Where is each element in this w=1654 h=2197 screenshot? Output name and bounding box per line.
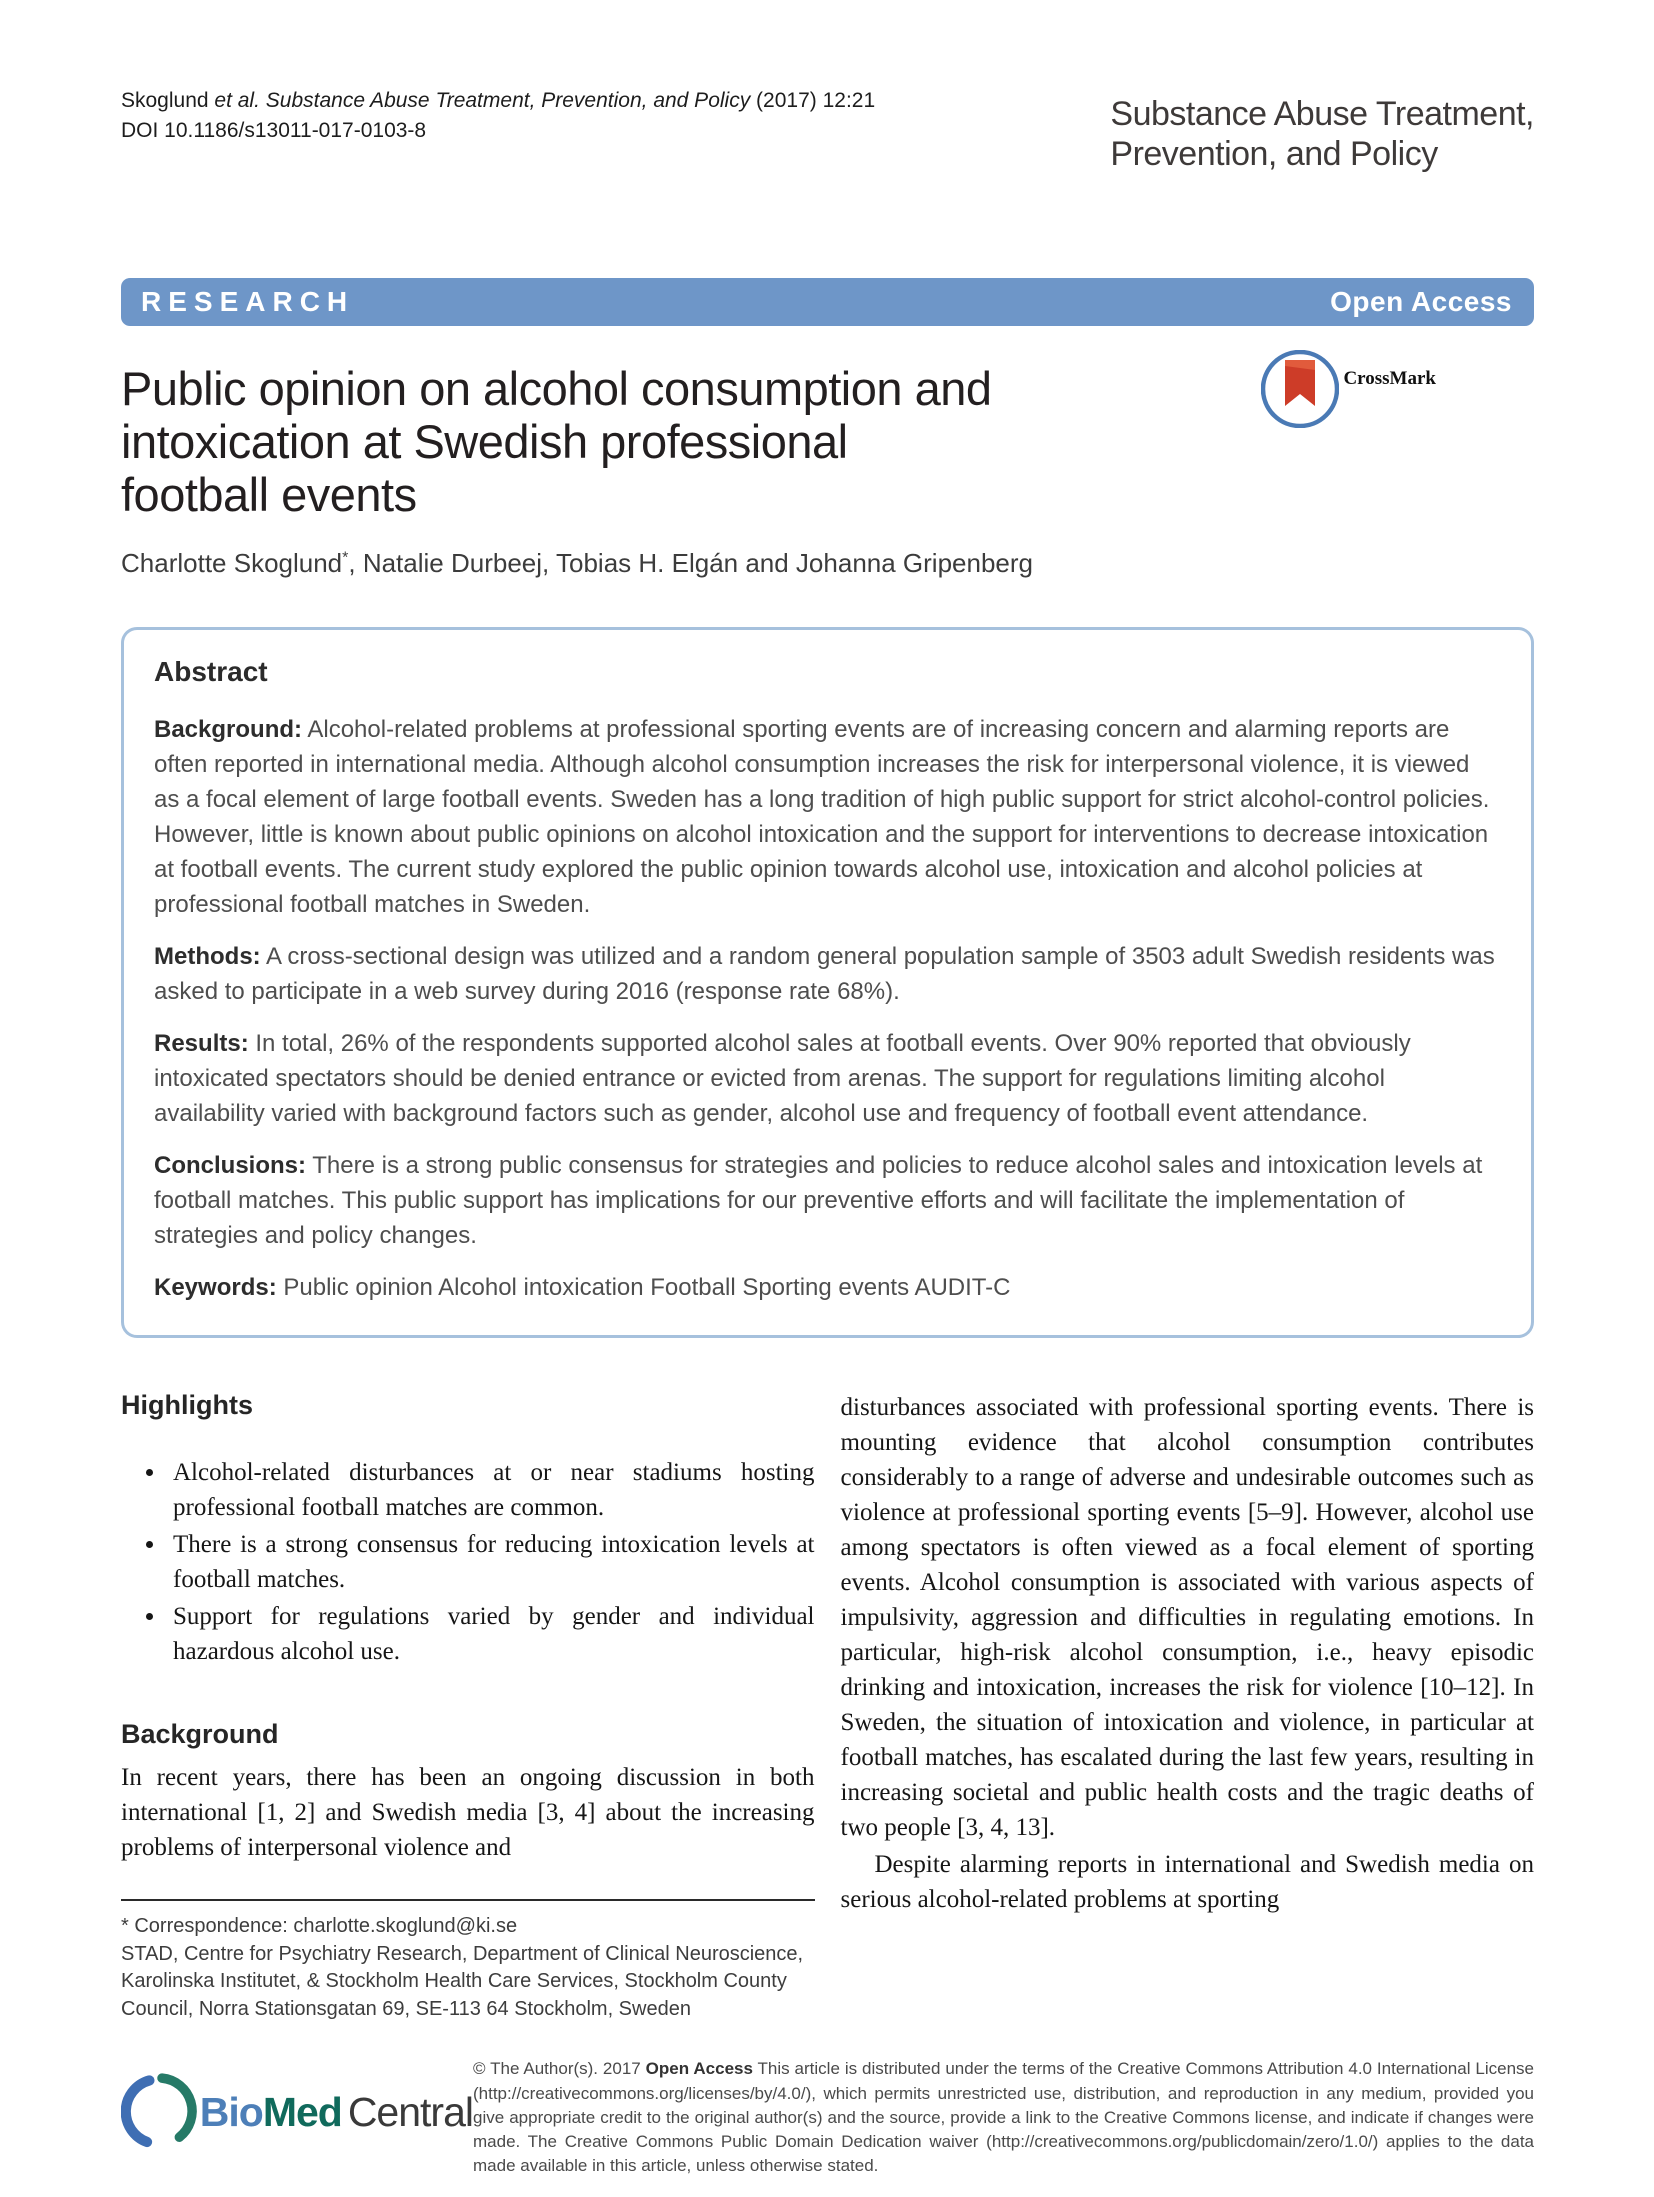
- citation-author: Skoglund: [121, 89, 215, 112]
- journal-name: Substance Abuse Treatment, Prevention, a…: [1110, 94, 1534, 174]
- abstract-keywords-text: Public opinion Alcohol intoxication Foot…: [276, 1273, 1011, 1301]
- left-column: Highlights Alcohol-related disturbances …: [121, 1390, 815, 2023]
- citation-journal: et al. Substance Abuse Treatment, Preven…: [214, 89, 751, 112]
- abstract-methods-text: A cross-sectional design was utilized an…: [154, 942, 1495, 1005]
- article-type-banner: RESEARCH Open Access: [121, 278, 1534, 327]
- doi-line: DOI 10.1186/s13011-017-0103-8: [121, 119, 427, 143]
- highlight-item: Support for regulations varied by gender…: [167, 1599, 815, 1669]
- title-line-1: Public opinion on alcohol consumption an…: [121, 362, 992, 416]
- license-open-access: Open Access: [645, 2059, 753, 2079]
- publisher-row: BioMed Central © The Author(s). 2017 Open…: [121, 2053, 1534, 2178]
- highlight-item: Alcohol-related disturbances at or near …: [167, 1455, 815, 1525]
- correspondence-line: * Correspondence: charlotte.skoglund@ki.…: [121, 1915, 518, 1938]
- authors-line: Charlotte Skoglund*, Natalie Durbeej, To…: [121, 548, 1534, 579]
- citation-issue: (2017) 12:21: [750, 89, 876, 112]
- footnote-block: * Correspondence: charlotte.skoglund@ki.…: [121, 1899, 815, 2023]
- abstract-results-label: Results:: [154, 1029, 249, 1057]
- background-paragraph: In recent years, there has been an ongoi…: [121, 1764, 815, 1862]
- biomed-central-circle-icon: [121, 2073, 197, 2148]
- affiliation-line: STAD, Centre for Psychiatry Research, De…: [121, 1942, 804, 2020]
- crossmark-label: CrossMark: [1343, 368, 1436, 390]
- page-header: Skoglund et al. Substance Abuse Treatmen…: [121, 86, 1534, 174]
- authors-rest: , Natalie Durbeej, Tobias H. Elgán and J…: [348, 547, 1033, 578]
- logo-central: Central: [347, 2088, 474, 2135]
- abstract-results-text: In total, 26% of the respondents support…: [154, 1029, 1411, 1127]
- abstract-methods-label: Methods:: [154, 942, 261, 970]
- logo-bio: Bio: [199, 2088, 264, 2135]
- abstract-conclusions-text: There is a strong public consensus for s…: [154, 1151, 1483, 1249]
- abstract-heading: Abstract: [154, 655, 268, 687]
- body-columns: Highlights Alcohol-related disturbances …: [121, 1390, 1534, 2023]
- right-column: disturbances associated with professiona…: [841, 1390, 1535, 2023]
- abstract-conclusions: Conclusions: There is a strong public co…: [154, 1148, 1497, 1253]
- title-block: Public opinion on alcohol consumption an…: [121, 350, 1534, 521]
- abstract-background-label: Background:: [154, 715, 303, 743]
- open-access-label: Open Access: [1330, 286, 1512, 318]
- biomed-central-wordmark: BioMed Central: [199, 2088, 474, 2136]
- highlights-heading: Highlights: [121, 1390, 253, 1421]
- abstract-background: Background: Alcohol-related problems at …: [154, 712, 1497, 922]
- abstract-box: Abstract Background: Alcohol-related pro…: [121, 626, 1534, 1339]
- body-paragraph-2: Despite alarming reports in internationa…: [840, 1851, 1535, 1914]
- title-line-2: intoxication at Swedish professional: [121, 415, 848, 469]
- abstract-conclusions-label: Conclusions:: [154, 1151, 307, 1179]
- license-text: This article is distributed under the te…: [473, 2059, 1534, 2175]
- background-heading: Background: [121, 1719, 279, 1750]
- logo-med: Med: [262, 2088, 343, 2135]
- abstract-background-text: Alcohol-related problems at professional…: [154, 715, 1490, 918]
- crossmark-badge[interactable]: CrossMark: [1261, 350, 1436, 429]
- abstract-methods: Methods: A cross-sectional design was ut…: [154, 939, 1497, 1009]
- highlight-item: There is a strong consensus for reducing…: [167, 1527, 815, 1597]
- page-title: Public opinion on alcohol consumption an…: [121, 362, 1534, 521]
- biomed-central-logo: BioMed Central: [121, 2053, 474, 2155]
- abstract-results: Results: In total, 26% of the respondent…: [154, 1026, 1497, 1131]
- correspondence-asterisk: *: [342, 548, 349, 566]
- citation-block: Skoglund et al. Substance Abuse Treatmen…: [121, 86, 875, 147]
- abstract-keywords-label: Keywords:: [154, 1273, 277, 1301]
- highlights-list: Alcohol-related disturbances at or near …: [121, 1455, 815, 1669]
- title-line-3: football events: [121, 468, 417, 522]
- citation-line: Skoglund et al. Substance Abuse Treatmen…: [121, 86, 875, 116]
- journal-name-line2: Prevention, and Policy: [1110, 135, 1438, 174]
- body-paragraph-1: disturbances associated with professiona…: [840, 1394, 1535, 1842]
- author-first: Charlotte Skoglund: [121, 547, 343, 578]
- license-paragraph: © The Author(s). 2017 Open Access This a…: [473, 2053, 1534, 2178]
- journal-name-line1: Substance Abuse Treatment,: [1110, 95, 1534, 133]
- license-prefix: © The Author(s). 2017: [473, 2059, 646, 2079]
- abstract-keywords: Keywords: Public opinion Alcohol intoxic…: [154, 1270, 1497, 1305]
- article-type-label: RESEARCH: [141, 286, 355, 318]
- crossmark-icon: [1261, 350, 1340, 429]
